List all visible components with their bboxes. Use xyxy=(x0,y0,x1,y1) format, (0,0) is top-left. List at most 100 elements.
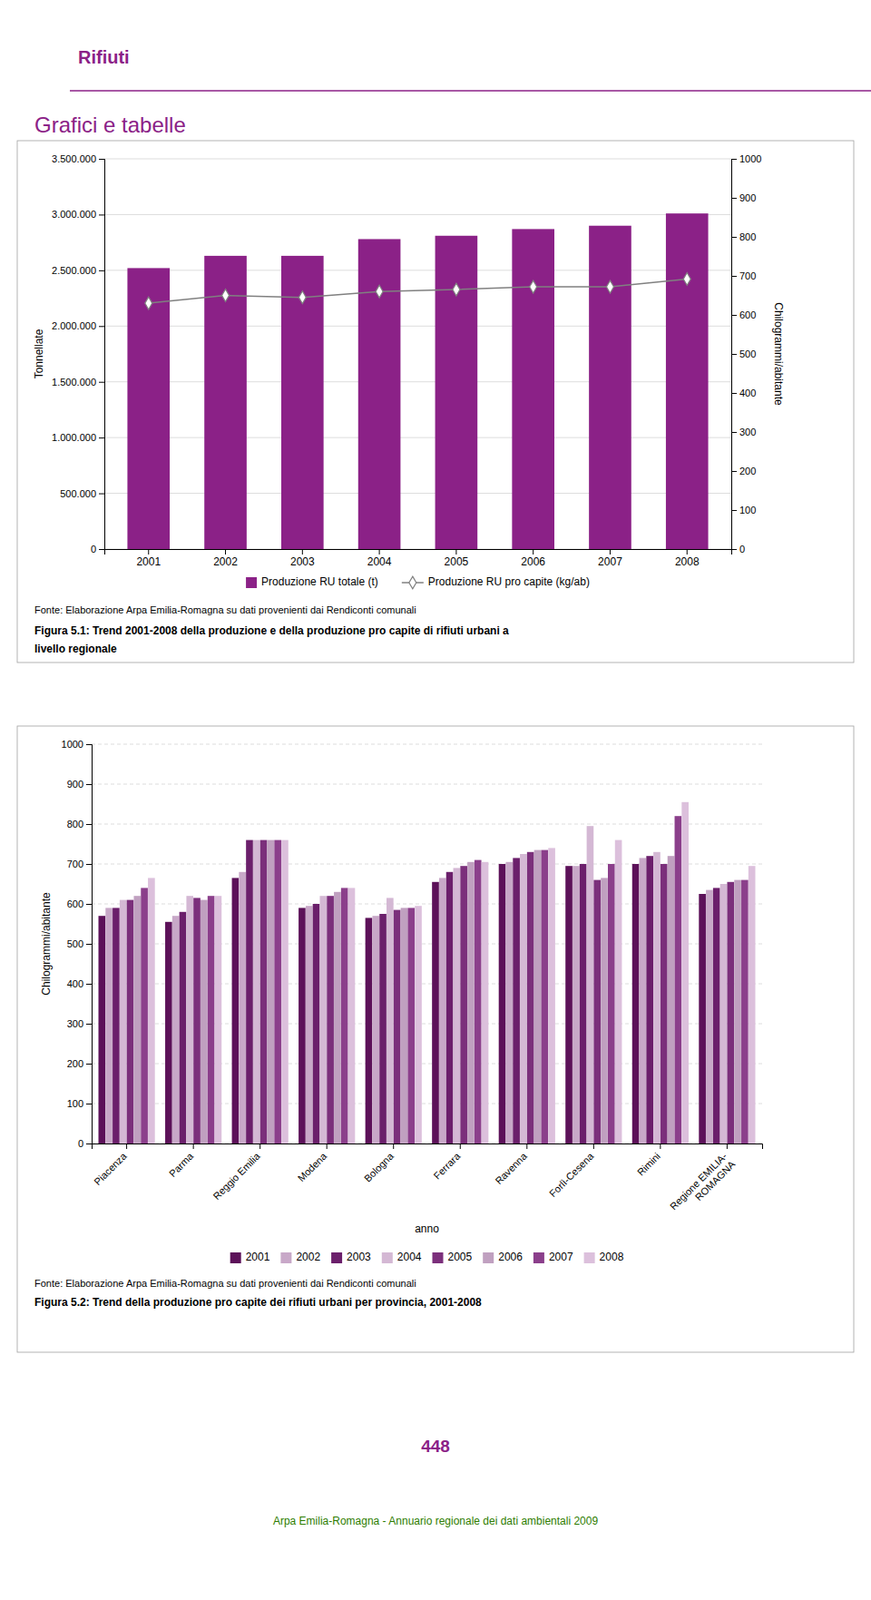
bar xyxy=(660,863,668,1144)
tick-label: Forlì-Cesena xyxy=(547,1149,597,1199)
bar xyxy=(105,907,113,1144)
bar xyxy=(333,891,342,1144)
tick: 700 xyxy=(731,270,756,282)
y-axis: 0500.0001.000.0001.500.0002.000.0002.500… xyxy=(51,153,105,555)
bar xyxy=(112,907,120,1144)
grid-line xyxy=(91,743,763,745)
legend-swatch xyxy=(280,1252,292,1263)
tick: 2006 xyxy=(520,548,546,568)
tick-label: 2007 xyxy=(597,555,623,568)
bar-series xyxy=(140,815,748,1144)
tick-label: 3.000.000 xyxy=(51,208,97,220)
bar xyxy=(593,880,601,1144)
y-axis-title: Chilogrammi/abitante xyxy=(39,891,53,996)
tick-mark xyxy=(731,353,737,355)
bar xyxy=(733,880,742,1144)
tick: 0 xyxy=(731,543,745,555)
tick-label: 2004 xyxy=(367,555,392,568)
bar xyxy=(281,840,289,1144)
legend-label: 2007 xyxy=(548,1250,574,1263)
bar xyxy=(446,871,454,1144)
tick-mark xyxy=(459,1143,461,1149)
tick-label: 500 xyxy=(739,348,756,360)
tick-label-line: ROMAGNA xyxy=(693,1157,738,1203)
bar xyxy=(245,840,254,1144)
bar xyxy=(127,900,135,1144)
tick: Modena xyxy=(295,1143,330,1184)
tick-mark xyxy=(86,1103,92,1105)
bar xyxy=(274,840,282,1144)
y-axis: 01002003004005006007008009001000 xyxy=(61,738,93,1149)
marker xyxy=(606,280,614,294)
grid-line xyxy=(104,158,732,160)
legend-label: 2001 xyxy=(245,1250,271,1263)
legend-label: 2004 xyxy=(397,1250,422,1263)
tick-label: 800 xyxy=(67,818,84,830)
tick: 100 xyxy=(731,504,756,516)
bar xyxy=(414,905,422,1144)
figure-caption: Figura 5.2: Trend della produzione pro c… xyxy=(34,1295,482,1309)
page: RifiutiGrafici e tabelle2001200220032004… xyxy=(0,0,871,1600)
bar xyxy=(675,815,683,1144)
bar xyxy=(534,850,542,1144)
bar xyxy=(260,840,268,1144)
bar xyxy=(179,911,187,1144)
tick: 1.000.000 xyxy=(51,431,105,443)
bar xyxy=(505,861,513,1144)
grid-line xyxy=(104,269,732,271)
grid-line xyxy=(104,325,732,327)
bar xyxy=(720,883,728,1144)
tick: 2.000.000 xyxy=(51,320,105,332)
bar xyxy=(253,840,261,1144)
bar xyxy=(238,871,246,1144)
tick-mark xyxy=(731,548,737,550)
tick: 500 xyxy=(731,348,756,360)
bar xyxy=(386,897,394,1144)
tick-mark xyxy=(126,1143,128,1149)
bar-series xyxy=(119,825,727,1144)
header-rule xyxy=(69,89,871,92)
tick-label: 1.500.000 xyxy=(51,376,97,388)
tick: 300 xyxy=(731,426,756,438)
tick: 700 xyxy=(67,858,92,870)
tick: 400 xyxy=(731,387,756,399)
bar xyxy=(431,881,440,1144)
tick-mark xyxy=(526,1143,528,1149)
legend-swatch xyxy=(533,1252,545,1263)
tick-label: 0 xyxy=(78,1137,84,1149)
tick: 200 xyxy=(731,465,756,477)
bar xyxy=(579,863,588,1144)
tick-mark xyxy=(731,392,737,394)
tick-mark xyxy=(686,548,688,555)
tick-label-line: Parma xyxy=(166,1149,196,1179)
tick-mark xyxy=(86,1063,92,1065)
tick-label: 200 xyxy=(739,465,756,477)
tick: 800 xyxy=(731,231,756,243)
tick: 3.500.000 xyxy=(51,153,105,165)
tick-label: 0 xyxy=(90,543,97,555)
tick-mark xyxy=(731,470,737,472)
tick-label: 200 xyxy=(67,1057,84,1069)
tick: 600 xyxy=(67,898,92,910)
tick-label: 700 xyxy=(67,858,84,870)
tick-mark xyxy=(98,325,105,327)
tick-label: 400 xyxy=(739,387,756,399)
page-number: 448 xyxy=(420,1436,451,1456)
tick: 100 xyxy=(67,1097,92,1109)
tick: 1000 xyxy=(731,153,762,165)
bar xyxy=(305,905,314,1144)
legend-item: 2004 xyxy=(381,1250,422,1263)
bar xyxy=(326,895,334,1144)
tick-mark xyxy=(86,1143,92,1145)
chart-frame xyxy=(17,140,854,663)
legend-swatch xyxy=(432,1252,444,1263)
bar xyxy=(341,887,349,1144)
x-axis: 20012002200320042005200620072008 xyxy=(105,548,733,568)
tick-mark xyxy=(86,903,92,905)
bar-series xyxy=(147,802,755,1144)
tick: Parma xyxy=(166,1143,196,1179)
tick: 2.500.000 xyxy=(51,264,105,276)
marker xyxy=(452,283,460,296)
tick-mark xyxy=(98,548,105,550)
source-note: Fonte: Elaborazione Arpa Emilia-Romagna … xyxy=(34,1277,417,1289)
